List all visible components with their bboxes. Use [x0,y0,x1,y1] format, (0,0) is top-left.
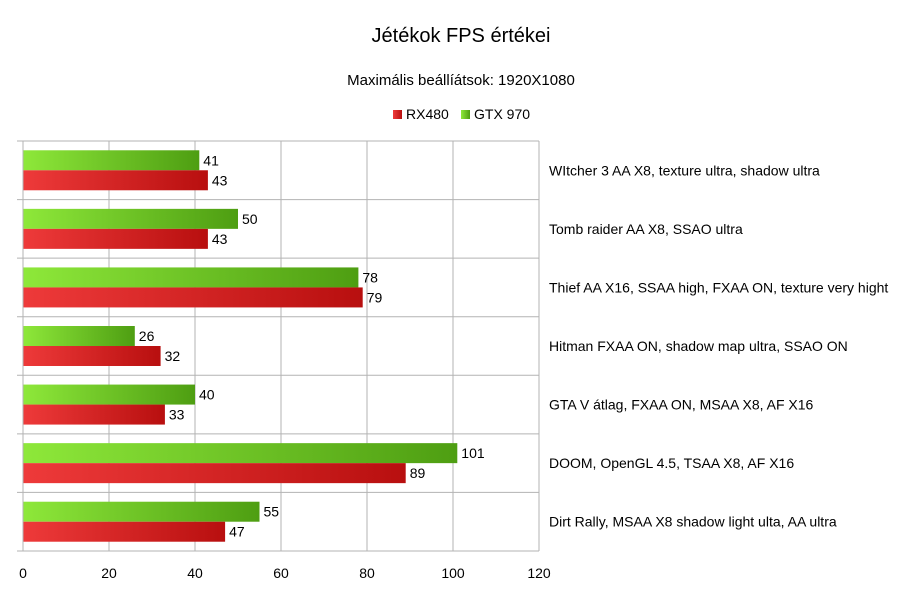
x-tick-label: 60 [273,565,289,581]
bars [23,150,458,542]
data-labels: 41 43 50 43 78 79 26 32 40 33 101 89 55 47 [139,152,485,539]
data-label-rx480: 79 [367,289,383,305]
bar-gtx970 [23,150,200,171]
legend-entry-gtx970: GTX 970 [461,106,530,122]
data-label-gtx970: 78 [362,269,378,285]
x-tick-labels: 0 20 40 60 80 100 120 [19,565,551,581]
category-label: Tomb raider AA X8, SSAO ultra [549,221,743,237]
x-tick-label: 0 [19,565,27,581]
category-label: Thief AA X16, SSAA high, FXAA ON, textur… [549,279,888,295]
legend-swatch-rx480 [393,110,402,119]
x-tick-label: 80 [359,565,375,581]
chart-subtitle: Maximális beállíátsok: 1920X1080 [347,72,575,89]
data-label-gtx970: 41 [203,152,219,168]
bar-gtx970 [23,208,238,229]
bar-gtx970 [23,443,458,464]
category-labels: WItcher 3 AA X8, texture ultra, shadow u… [549,162,888,529]
bar-rx480 [23,346,161,366]
gridlines [17,140,540,552]
data-label-gtx970: 26 [139,328,155,344]
x-tick-label: 20 [101,565,117,581]
legend-entry-rx480: RX480 [393,106,449,122]
legend-label-gtx970: GTX 970 [474,106,530,122]
bar-gtx970 [23,384,195,405]
legend: RX480 GTX 970 [393,106,530,122]
data-label-rx480: 33 [169,407,185,423]
bar-gtx970 [23,326,135,346]
bar-rx480 [23,404,165,425]
legend-swatch-gtx970 [461,110,470,119]
category-label: GTA V átlag, FXAA ON, MSAA X8, AF X16 [549,397,814,413]
bar-gtx970 [23,267,359,288]
data-label-rx480: 89 [410,465,426,481]
bar-rx480 [23,170,208,191]
bar-rx480 [23,521,226,542]
x-tick-label: 100 [441,565,465,581]
bar-gtx970 [23,501,260,522]
bar-rx480 [23,228,208,249]
data-label-rx480: 32 [165,348,181,364]
data-label-gtx970: 50 [242,211,258,227]
data-label-rx480: 43 [212,172,228,188]
bar-rx480 [23,287,363,308]
category-label: WItcher 3 AA X8, texture ultra, shadow u… [549,162,820,178]
data-label-rx480: 43 [212,231,228,247]
legend-label-rx480: RX480 [406,106,449,122]
category-label: Hitman FXAA ON, shadow map ultra, SSAO O… [549,338,848,354]
chart-title: Jétékok FPS értékei [372,25,551,47]
data-label-gtx970: 40 [199,387,215,403]
data-label-gtx970: 55 [264,504,280,520]
x-tick-label: 120 [527,565,551,581]
x-tick-label: 40 [187,565,203,581]
category-label: DOOM, OpenGL 4.5, TSAA X8, AF X16 [549,455,794,471]
category-label: Dirt Rally, MSAA X8 shadow light ulta, A… [549,514,837,530]
bar-rx480 [23,463,406,484]
data-label-gtx970: 101 [461,445,485,461]
data-label-rx480: 47 [229,524,245,540]
